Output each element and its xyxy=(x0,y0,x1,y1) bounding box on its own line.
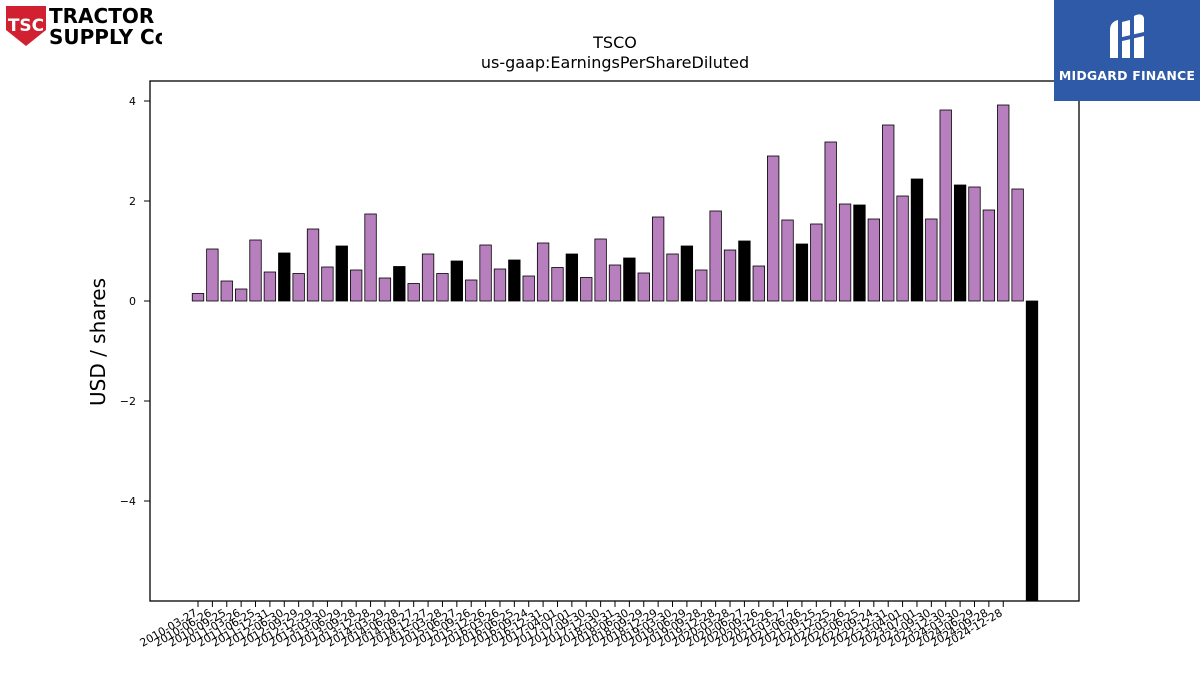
bar xyxy=(220,280,233,302)
y-axis-label: USD / shares xyxy=(86,278,110,406)
bar xyxy=(565,253,579,302)
bar xyxy=(191,293,205,302)
bar xyxy=(982,209,996,302)
y-tick-label: 2 xyxy=(129,195,136,208)
bar xyxy=(795,243,809,302)
bar xyxy=(997,104,1010,302)
bar xyxy=(968,186,981,302)
tractor-supply-logo: TSC TRACTOR SUPPLY Co xyxy=(6,4,168,49)
bar xyxy=(896,195,909,302)
tsc-name-line2: SUPPLY Co xyxy=(49,25,162,48)
plot-frame xyxy=(149,80,1080,602)
bar xyxy=(709,210,722,302)
bar xyxy=(781,219,794,302)
bar xyxy=(666,253,679,302)
bar xyxy=(263,271,277,302)
bar xyxy=(1011,188,1024,302)
bar xyxy=(292,273,305,302)
chart-subtitle: us-gaap:EarningsPerShareDiluted xyxy=(481,53,749,72)
bar xyxy=(493,268,507,302)
bar xyxy=(752,265,765,302)
bar xyxy=(378,277,392,302)
y-tick-label: 4 xyxy=(129,95,136,108)
tsc-name-line1: TRACTOR xyxy=(49,4,154,28)
midgard-mark-icon xyxy=(1110,14,1144,58)
bar xyxy=(436,273,449,302)
bar xyxy=(623,257,636,302)
bar xyxy=(695,269,708,302)
bar xyxy=(206,248,219,302)
bar xyxy=(580,277,593,302)
chart-title: TSCO xyxy=(592,33,637,52)
midgard-finance-text: MIDGARD FINANCE xyxy=(1058,68,1196,83)
bars-group xyxy=(191,104,1039,602)
bar xyxy=(637,272,650,302)
tsc-badge-icon xyxy=(6,6,46,46)
bar xyxy=(479,244,492,302)
bar xyxy=(350,269,363,302)
bar xyxy=(594,238,607,302)
bar xyxy=(723,249,737,302)
bar xyxy=(465,279,478,302)
bar xyxy=(364,213,377,302)
bar xyxy=(838,203,852,302)
midgard-finance-logo: MIDGARD FINANCE xyxy=(1054,0,1200,101)
bar xyxy=(651,216,665,302)
bar xyxy=(608,264,622,302)
bar xyxy=(853,204,866,302)
bar xyxy=(393,266,406,302)
bar xyxy=(953,184,967,302)
bar xyxy=(421,253,435,302)
bar xyxy=(680,245,694,302)
bar xyxy=(306,228,320,302)
x-ticks: 2010-03-272010-06-262010-09-252011-03-26… xyxy=(138,601,1005,650)
bar xyxy=(551,267,564,302)
y-tick-label: −2 xyxy=(120,395,136,408)
bar xyxy=(925,218,938,302)
bar xyxy=(278,252,291,302)
bar xyxy=(249,239,262,302)
bar xyxy=(939,109,952,302)
bar xyxy=(1025,300,1039,602)
bar xyxy=(910,178,924,302)
bar xyxy=(508,259,521,302)
bar xyxy=(738,240,751,302)
bar xyxy=(824,141,837,302)
bar xyxy=(234,288,248,302)
bar xyxy=(450,260,463,302)
bar xyxy=(522,275,535,302)
y-ticks: −4 −2 0 2 4 xyxy=(120,95,150,508)
bar xyxy=(321,266,334,302)
tsc-badge-text: TSC xyxy=(8,16,44,36)
bar xyxy=(882,124,895,302)
bar xyxy=(767,155,780,302)
bar xyxy=(810,223,823,302)
bar xyxy=(536,242,550,302)
bar xyxy=(407,283,420,302)
bar xyxy=(335,245,348,302)
y-tick-label: 0 xyxy=(129,295,136,308)
bar xyxy=(867,218,880,302)
y-tick-label: −4 xyxy=(120,495,136,508)
